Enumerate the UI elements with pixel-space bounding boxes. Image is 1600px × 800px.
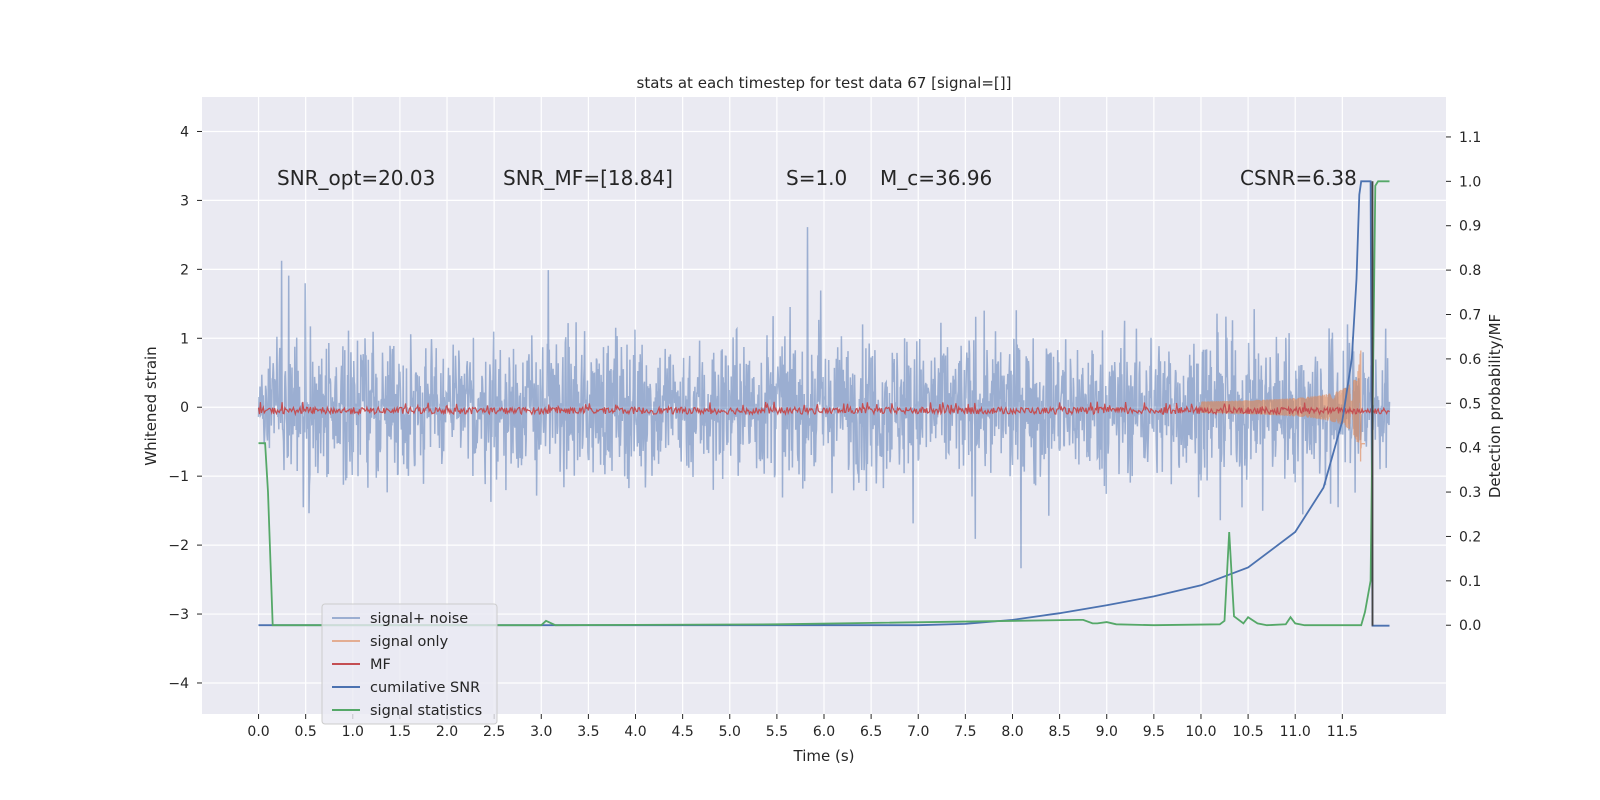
y2-axis-label: Detection probability/MF [1486, 314, 1504, 498]
y-tick-label: 2 [180, 262, 189, 278]
annotation-mc-value: M_c=36.96 [880, 166, 992, 190]
legend: signal+ noise signal only MF cumilative SNR… [321, 603, 498, 725]
x-tick-label: 5.0 [719, 724, 741, 740]
x-tick-label: 0.0 [247, 724, 269, 740]
y-axis-label: Whitened strain [142, 346, 160, 465]
x-tick-label: 9.5 [1143, 724, 1165, 740]
annotation-csnr: CSNR=6.38 [1240, 166, 1357, 190]
x-tick-label: 8.5 [1048, 724, 1070, 740]
x-tick-label: 7.5 [954, 724, 976, 740]
series-layer [257, 180, 1391, 627]
y-tick-label: −4 [168, 676, 189, 692]
y-tick-label: 1 [180, 331, 189, 347]
x-tick-label: 6.0 [813, 724, 835, 740]
legend-box [321, 603, 498, 725]
y-tick-label: 3 [180, 193, 189, 209]
series-signal-only [1200, 350, 1365, 462]
series-signal-noise [257, 227, 1391, 569]
y2-tick-label: 1.1 [1459, 130, 1481, 146]
y2-tick-label: 0.5 [1459, 396, 1481, 412]
x-tick-label: 5.5 [766, 724, 788, 740]
y2-tick-label: 0.8 [1459, 263, 1481, 279]
y-tick-label: −3 [168, 607, 189, 623]
x-tick-label: 3.0 [530, 724, 552, 740]
y2-tick-label: 0.1 [1459, 574, 1481, 590]
legend-entry: signal+ noise [370, 611, 468, 627]
y2-tick-label: 0.0 [1459, 618, 1481, 634]
x-tick-label: 8.0 [1001, 724, 1023, 740]
annotations: SNR_opt=20.03 SNR_MF=[18.84] S=1.0 M_c=36.9… [277, 166, 1357, 190]
y2-tick-label: 0.2 [1459, 529, 1481, 545]
series-signal-statistics [258, 180, 1390, 627]
y2-tick-label: 0.6 [1459, 352, 1481, 368]
chart-title: stats at each timestep for test data 67 … [637, 74, 1012, 92]
x-tick-label: 9.0 [1096, 724, 1118, 740]
y-axis-ticks: −4 −3 −2 −1 0 1 2 3 4 [168, 124, 202, 692]
y2-tick-label: 1.0 [1459, 174, 1481, 190]
x-tick-label: 3.5 [577, 724, 599, 740]
y2-tick-label: 0.3 [1459, 485, 1481, 501]
y2-axis-ticks: 0.0 0.1 0.2 0.3 0.4 0.5 0.6 0.7 0.8 0.9 1.0 1.1 [1446, 130, 1481, 634]
legend-entry: signal only [370, 634, 449, 650]
x-tick-label: 10.0 [1185, 724, 1216, 740]
y-tick-label: 4 [180, 124, 189, 140]
x-tick-label: 1.5 [389, 724, 411, 740]
annotation-snr-opt: SNR_opt=20.03 [277, 166, 435, 190]
x-tick-label: 4.5 [672, 724, 694, 740]
x-tick-label: 7.0 [907, 724, 929, 740]
annotation-snr-mf: SNR_MF=[18.84] [503, 166, 673, 190]
x-tick-label: 1.0 [342, 724, 364, 740]
legend-entry: MF [370, 657, 391, 673]
x-tick-label: 11.5 [1327, 724, 1358, 740]
x-axis-label: Time (s) [793, 747, 855, 765]
x-tick-label: 4.0 [624, 724, 646, 740]
legend-entry: signal statistics [370, 703, 482, 719]
annotation-s-value: S=1.0 [786, 166, 847, 190]
x-tick-label: 10.5 [1233, 724, 1264, 740]
legend-entry: cumilative SNR [370, 680, 480, 696]
x-tick-label: 2.0 [436, 724, 458, 740]
y-tick-label: −2 [168, 538, 189, 554]
series-cumulative-snr [258, 180, 1390, 627]
x-axis-ticks: 0.0 0.5 1.0 1.5 2.0 2.5 3.0 3.5 4.0 4.5 5.0 5.5 6.0 6… [247, 714, 1358, 740]
y2-tick-label: 0.4 [1459, 441, 1481, 457]
series-mf [257, 401, 1390, 417]
x-tick-label: 0.5 [295, 724, 317, 740]
y2-tick-label: 0.7 [1459, 308, 1481, 324]
y-tick-label: 0 [180, 400, 189, 416]
x-tick-label: 11.0 [1280, 724, 1311, 740]
x-tick-label: 2.5 [483, 724, 505, 740]
y2-tick-label: 0.9 [1459, 219, 1481, 235]
y-tick-label: −1 [168, 469, 189, 485]
x-tick-label: 6.5 [860, 724, 882, 740]
